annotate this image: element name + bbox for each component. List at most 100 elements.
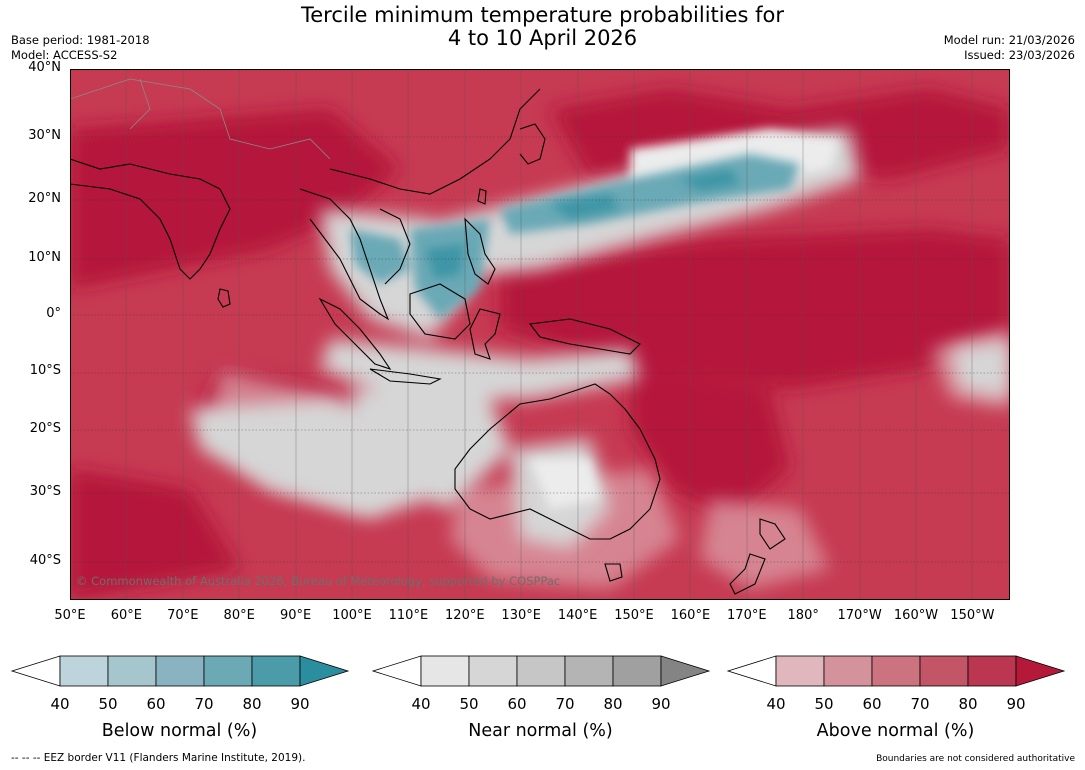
colorbar-tick-label: 60 — [146, 695, 166, 713]
coast-philippines — [464, 217, 496, 285]
colorbar-tick-label: 90 — [651, 695, 671, 713]
colorbar-tick-label: 70 — [910, 695, 930, 713]
coast-indochina — [299, 188, 390, 321]
longitude-label: 160°W — [893, 608, 939, 623]
colorbar-segment — [919, 655, 969, 687]
colorbar-segment — [468, 655, 518, 687]
title-line-2: 4 to 10 April 2026 — [447, 26, 638, 50]
copyright-notice: © Commonwealth of Australia 2026, Bureau… — [76, 574, 561, 588]
colorbar-tick-label: 80 — [242, 695, 262, 713]
colorbar-segment — [420, 655, 470, 687]
coast-java — [369, 368, 442, 385]
colorbar-tick-label: 70 — [555, 695, 575, 713]
colorbar-tick-label: 90 — [290, 695, 310, 713]
colorbar-near: 40 50 60 70 80 90 Near normal (%) — [371, 655, 711, 741]
issued-date: Issued: 23/03/2026 — [964, 48, 1075, 62]
latitude-label: 20°S — [29, 421, 61, 436]
longitude-label: 60°E — [110, 608, 143, 623]
colorbar-tick-label: 60 — [507, 695, 527, 713]
latitude-label: 30°N — [28, 128, 61, 143]
longitude-label: 50°E — [54, 608, 86, 623]
colorbar-tick-label: 80 — [603, 695, 623, 713]
longitude-label: 150°W — [950, 608, 995, 623]
colorbar-below-title: Below normal (%) — [101, 721, 258, 741]
colorbar-segment — [155, 655, 205, 687]
colorbar-tick-label: 40 — [50, 695, 70, 713]
coast-new-zealand-south — [729, 553, 766, 595]
colorbar-extend-low — [10, 655, 61, 687]
map-frame — [70, 69, 1010, 600]
latitude-label: 0° — [46, 306, 61, 321]
map-canvas — [70, 69, 1010, 600]
coast-japan — [519, 123, 546, 165]
coast-china — [329, 88, 541, 195]
colorbar-above: 40 50 60 70 80 90 Above normal (%) — [726, 655, 1066, 741]
latitude-label: 40°S — [29, 553, 61, 568]
colorbar-segment — [107, 655, 157, 687]
base-period: Base period: 1981-2018 — [11, 33, 150, 47]
colorbar-above-bar — [726, 655, 1066, 687]
longitude-label: 150°E — [614, 608, 654, 623]
coast-tasmania — [604, 563, 623, 582]
longitude-label: 130°E — [501, 608, 541, 623]
longitude-label: 140°E — [557, 608, 598, 623]
meta-right: Model run: 21/03/2026 Issued: 23/03/2026 — [944, 33, 1075, 63]
colorbar-tick-label: 40 — [766, 695, 786, 713]
coast-borneo — [409, 283, 471, 340]
colorbar-below-bar — [10, 655, 350, 687]
colorbar-tick-label: 90 — [1006, 695, 1026, 713]
longitude-label: 170°E — [727, 608, 767, 623]
longitude-label: 70°E — [167, 608, 199, 623]
latitude-label: 10°S — [29, 363, 61, 378]
model-run: Model run: 21/03/2026 — [943, 33, 1075, 47]
coast-sulawesi — [469, 308, 501, 360]
colorbar-tick-label: 50 — [98, 695, 118, 713]
colorbar-segment — [967, 655, 1017, 687]
latitude-label: 40°N — [28, 60, 61, 75]
meridians — [125, 69, 973, 600]
longitude-label: 170°W — [837, 608, 882, 623]
coast-taiwan — [477, 188, 487, 205]
longitude-label: 120°E — [445, 608, 485, 623]
colorbar-extend-high — [1015, 655, 1066, 687]
colorbar-segment — [203, 655, 253, 687]
eez-note: -- -- -- EEZ border V11 (Flanders Marine… — [11, 752, 306, 764]
colorbar-tick-label: 70 — [194, 695, 214, 713]
colorbar-below: 40 50 60 70 80 90 Below normal (%) — [10, 655, 350, 741]
colorbar-segment — [251, 655, 301, 687]
meta-left: Base period: 1981-2018 Model: ACCESS-S2 — [11, 33, 150, 63]
colorbar-tick-label: 50 — [814, 695, 834, 713]
colorbar-segment — [871, 655, 921, 687]
coast-sri-lanka — [217, 288, 231, 308]
colorbar-segment — [564, 655, 614, 687]
coast-sumatra — [318, 297, 392, 371]
borders — [70, 78, 331, 160]
longitude-label: 90°E — [279, 608, 312, 623]
coast-india — [70, 158, 231, 280]
colorbar-above-title: Above normal (%) — [816, 721, 975, 741]
colorbar-segment — [775, 655, 825, 687]
colorbar-tick-label: 60 — [862, 695, 882, 713]
coast-new-zealand-north — [759, 518, 786, 550]
colorbar-extend-low — [371, 655, 422, 687]
coast-vietnam — [379, 208, 411, 285]
colorbar-segment — [612, 655, 662, 687]
latitude-label: 10°N — [28, 250, 61, 265]
boundaries-note: Boundaries are not considered authoritat… — [876, 754, 1075, 764]
longitude-label: 100°E — [332, 608, 372, 623]
colorbar-segment — [516, 655, 566, 687]
longitude-label: 110°E — [388, 608, 429, 623]
latitude-label: 20°N — [28, 191, 61, 206]
coastlines — [70, 88, 786, 595]
colorbar-extend-low — [726, 655, 777, 687]
probability-map — [70, 69, 1010, 600]
colorbar-tick-label: 80 — [958, 695, 978, 713]
colorbar-extend-high — [299, 655, 350, 687]
colorbar-segment — [59, 655, 109, 687]
coast-new-guinea — [528, 318, 641, 355]
latitude-label: 30°S — [29, 484, 61, 499]
title-line-1: Tercile minimum temperature probabilitie… — [300, 3, 785, 27]
longitude-label: 180° — [787, 608, 819, 623]
longitude-label: 80°E — [223, 608, 255, 623]
colorbar-tick-label: 50 — [459, 695, 479, 713]
